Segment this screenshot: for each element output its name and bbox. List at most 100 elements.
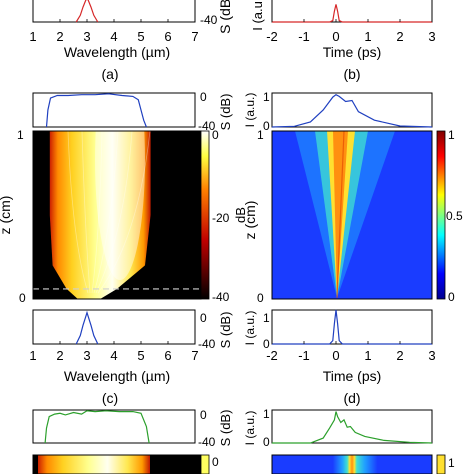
panel-c-evolution-map: 1 0 z (cm) 0 -20 -40 dB [0, 128, 248, 305]
xtick-label: 4 [110, 348, 117, 363]
panel-d-top-frame [271, 92, 433, 128]
panel-c-bottom-ytick-0: 0 [200, 311, 207, 325]
panel-f-top-frame [271, 409, 433, 444]
xtick-label: 2 [396, 29, 403, 44]
panel-d-colorbar-tick-0: 0 [448, 290, 455, 304]
panel-d-bottom-frame [271, 309, 433, 345]
panel-d-bottom-xticks: -2 -1 0 1 2 3 [266, 341, 436, 363]
panel-b-xlabel: Time (ps) [323, 44, 382, 60]
xtick-label: 7 [191, 29, 198, 44]
panel-c-top-ylabel: S (dB) [218, 94, 233, 131]
panel-d-map-peak-line [336, 131, 345, 299]
panel-c-output-spectrum: 0 -40 S (dB) [32, 90, 233, 133]
xtick-label: 0 [332, 348, 339, 363]
panel-f-top-line [272, 411, 433, 444]
panel-e-output-spectrum: 0 -40 S (dB) [32, 408, 233, 449]
panel-d-map-ytick-0: 0 [257, 291, 264, 305]
panel-d-top-ylabel: I (a.u.) [243, 93, 257, 128]
panel-e-top-ytick-1: -40 [198, 435, 216, 449]
xtick-label: -1 [298, 348, 310, 363]
panel-e-top-frame [32, 409, 196, 444]
panel-c-bottom-ytick-1: -40 [198, 337, 216, 351]
panel-a-line [75, 0, 99, 23]
panel-f-top-ytick-1: 1 [263, 407, 270, 421]
panel-c-bottom-ylabel: S (dB) [218, 312, 233, 349]
panel-c-input-spectrum: 1 2 3 4 5 6 7 0 -40 S (dB) Wavelength (µm) (c) [29, 309, 233, 406]
panel-f-top-ytick-0: 0 [263, 435, 270, 449]
panel-c-map-ytick-1: 1 [17, 128, 24, 142]
panel-b-line [272, 4, 432, 23]
panel-d-colorbar [436, 130, 446, 300]
xtick-label: 5 [137, 348, 144, 363]
panel-f-colorbar [436, 454, 446, 474]
panel-b-pulse: -2 -1 0 1 2 3 I (a.u.) Time (ps) (b) [250, 0, 436, 82]
panel-a-spectrum: 1 2 3 4 5 6 7 -40 S (dB) Wavelength (µm) (a) [29, 0, 233, 82]
panel-a-ytick: -40 [200, 13, 218, 27]
panel-d-evolution-map: 1 0 z (cm) 1 0.5 0 [242, 128, 463, 305]
panel-c-map-spectrum-region [49, 131, 151, 299]
panel-a-frame [32, 0, 196, 23]
panel-d-output-pulse: 1 0 I (a.u.) [243, 90, 433, 133]
xtick-label: -2 [266, 348, 278, 363]
xtick-label: 1 [29, 348, 36, 363]
xtick-label: 3 [83, 348, 90, 363]
panel-d-bottom-ylabel: I (a.u.) [243, 311, 257, 346]
panel-d-map-ytick-1: 1 [257, 128, 264, 142]
panel-c-label: (c) [102, 390, 118, 406]
xtick-label: 6 [164, 348, 171, 363]
panel-c-bottom-line [75, 310, 99, 345]
panel-c-colorbar-tick-20: -20 [212, 211, 230, 225]
panel-d-input-pulse: -2 -1 0 1 2 3 1 0 I (a.u.) Time (ps) (d) [243, 309, 436, 406]
panel-d-label: (d) [343, 390, 360, 406]
panel-e-top-line [44, 410, 150, 444]
xtick-label: 6 [164, 29, 171, 44]
panel-c-xlabel: Wavelength (µm) [64, 368, 170, 384]
panel-c-colorbar [200, 130, 210, 300]
panel-f-evolution-map: 1 [271, 454, 455, 474]
panel-c-bottom-frame [32, 309, 196, 345]
panel-e-top-ytick-0: 0 [200, 408, 207, 422]
panel-b-xticks: -2 -1 0 1 2 3 [266, 19, 436, 44]
xtick-label: 1 [364, 348, 371, 363]
xtick-label: -2 [266, 29, 278, 44]
panel-c-map-ylabel: z (cm) [0, 196, 13, 235]
panel-e-colorbar [200, 454, 210, 474]
panel-c-top-frame [32, 92, 196, 128]
panel-c-map-streaks [67, 131, 151, 294]
xtick-label: 2 [56, 29, 63, 44]
panel-d-colorbar-tick-05: 0.5 [446, 209, 463, 223]
panel-d-map-frame [271, 130, 433, 300]
panel-d-top-ytick-1: 1 [263, 90, 270, 104]
xtick-label: 3 [428, 29, 435, 44]
panel-f-colorbar-tick-1: 1 [448, 456, 455, 470]
panel-d-bottom-ytick-1: 1 [263, 311, 270, 325]
xtick-label: 2 [56, 348, 63, 363]
xtick-label: -1 [298, 29, 310, 44]
panel-d-top-line [271, 93, 433, 128]
panel-f-map-frame [271, 454, 433, 474]
panel-c-top-line [45, 93, 147, 128]
xtick-label: 1 [29, 29, 36, 44]
panel-b-label: (b) [343, 66, 360, 82]
xtick-label: 2 [396, 348, 403, 363]
xtick-label: 7 [191, 348, 198, 363]
xtick-label: 1 [364, 29, 371, 44]
panel-d-map-ylabel: z (cm) [242, 201, 258, 240]
panel-a-ylabel: S (dB) [217, 0, 233, 34]
panel-c-colorbar-label: dB [233, 207, 248, 223]
panel-e-colorbar-tick-0: 0 [212, 455, 219, 469]
panel-a-label: (a) [101, 66, 118, 82]
panel-d-xlabel: Time (ps) [323, 368, 382, 384]
xtick-label: 5 [137, 29, 144, 44]
panel-d-colorbar-tick-1: 1 [448, 128, 455, 142]
panel-c-map-ytick-0: 0 [19, 291, 26, 305]
panel-c-colorbar-tick-0: 0 [212, 128, 219, 142]
xtick-label: 3 [83, 29, 90, 44]
panel-d-bottom-line [272, 309, 432, 345]
panel-a-xlabel: Wavelength (µm) [64, 44, 170, 60]
panel-d-top-ytick-0: 0 [263, 119, 270, 133]
panel-c-bottom-xticks: 1 2 3 4 5 6 7 [29, 341, 199, 363]
panel-f-map-background [272, 455, 432, 474]
panel-f-output-pulse: 1 0 I (a.u.) [243, 407, 433, 449]
